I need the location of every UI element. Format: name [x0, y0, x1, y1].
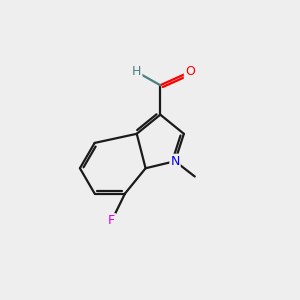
Text: O: O [185, 65, 195, 79]
Text: H: H [132, 65, 141, 79]
Text: F: F [108, 214, 115, 227]
Text: N: N [170, 155, 180, 168]
